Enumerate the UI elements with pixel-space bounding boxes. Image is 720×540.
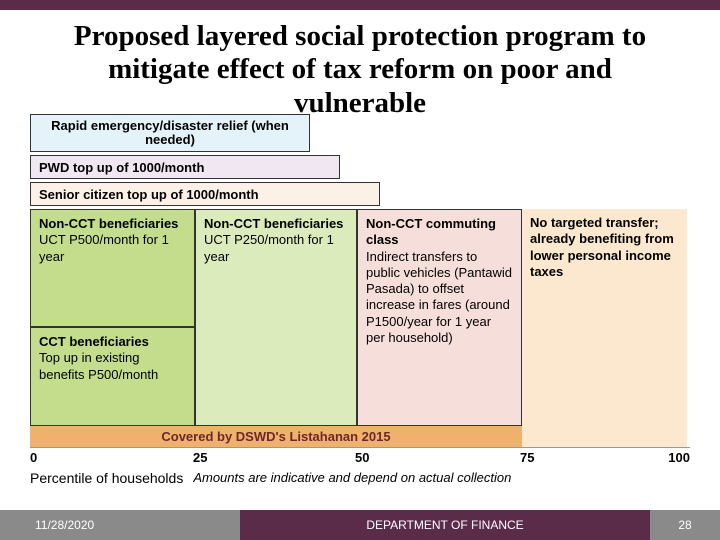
- percentile-axis: 0 25 50 75 100: [30, 450, 690, 468]
- layer-rapid-relief: Rapid emergency/disaster relief (when ne…: [30, 114, 310, 152]
- tick-75: 75: [520, 450, 534, 465]
- layer-pwd-topup: PWD top up of 1000/month: [30, 155, 340, 179]
- col1b-body: Top up in existing benefits P500/month: [39, 350, 158, 381]
- tick-25: 25: [193, 450, 207, 465]
- layered-diagram: Rapid emergency/disaster relief (when ne…: [30, 128, 690, 448]
- tick-0: 0: [30, 450, 37, 465]
- column-no-transfer: No targeted transfer; already benefiting…: [522, 209, 687, 447]
- col1b-title: CCT beneficiaries: [39, 334, 149, 349]
- layer-senior-topup: Senior citizen top up of 1000/month: [30, 182, 380, 206]
- top-accent-bar: [0, 0, 720, 10]
- tick-100: 100: [668, 450, 690, 465]
- axis-label: Percentile of households: [30, 470, 183, 486]
- col1a-body: UCT P500/month for 1 year: [39, 232, 169, 263]
- col2-title: Non-CCT beneficiaries: [204, 216, 343, 231]
- col2-body: UCT P250/month for 1 year: [204, 232, 334, 263]
- footer-org: DEPARTMENT OF FINANCE: [240, 510, 650, 540]
- slide-title: Proposed layered social protection progr…: [0, 10, 720, 128]
- column-noncct-p250: Non-CCT beneficiaries UCT P250/month for…: [195, 209, 357, 447]
- footer-page-number: 28: [650, 510, 720, 540]
- slide-footer: 11/28/2020 DEPARTMENT OF FINANCE 28: [0, 510, 720, 540]
- tick-50: 50: [355, 450, 369, 465]
- axis-note: Amounts are indicative and depend on act…: [193, 470, 690, 486]
- col3-title: Non-CCT commuting class: [366, 216, 496, 247]
- listahanan-coverage-bar: Covered by DSWD's Listahanan 2015: [30, 425, 522, 447]
- column-noncct-p500: Non-CCT beneficiaries UCT P500/month for…: [30, 209, 195, 327]
- col3-body: Indirect transfers to public vehicles (P…: [366, 249, 512, 345]
- footer-date: 11/28/2020: [0, 510, 240, 540]
- column-commuting-class: Non-CCT commuting class Indirect transfe…: [357, 209, 522, 447]
- axis-label-row: Percentile of households Amounts are ind…: [30, 470, 690, 486]
- col4-body: No targeted transfer; already benefiting…: [530, 215, 674, 279]
- col1a-title: Non-CCT beneficiaries: [39, 216, 178, 231]
